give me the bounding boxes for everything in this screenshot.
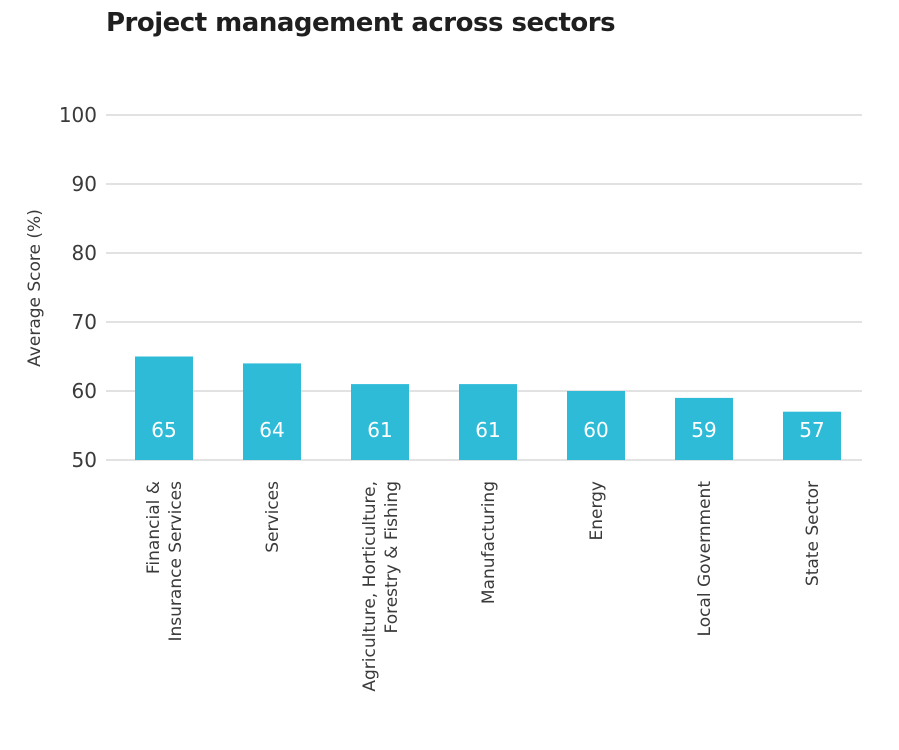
data-label: 61 <box>475 418 500 442</box>
bar <box>135 356 193 460</box>
x-category-label-line: Energy <box>587 481 607 541</box>
y-tick-label: 50 <box>72 448 97 472</box>
x-category-label-line: Financial & <box>144 481 164 574</box>
x-category-label: State Sector <box>803 481 823 586</box>
x-category-label: Agriculture, Horticulture, Forestry & Fis… <box>360 481 402 692</box>
bar <box>351 384 409 460</box>
y-tick-label: 70 <box>72 310 97 334</box>
y-axis-ticks: 50 60 70 80 90 100 <box>59 103 97 472</box>
x-category-label: Manufacturing <box>479 481 499 604</box>
bar <box>567 391 625 460</box>
bar <box>783 411 841 460</box>
x-category-label: Services <box>263 481 283 553</box>
data-label: 65 <box>151 418 176 442</box>
bars <box>135 356 841 460</box>
x-category-label-line: Services <box>263 481 283 553</box>
x-category-label-line: Forestry & Fishing <box>382 481 402 633</box>
x-category-label-line: Agriculture, Horticulture, <box>360 481 380 692</box>
y-tick-label: 90 <box>72 172 97 196</box>
x-category-label-line: Manufacturing <box>479 481 499 604</box>
bar <box>459 384 517 460</box>
bar <box>243 363 301 460</box>
y-tick-label: 80 <box>72 241 97 265</box>
x-category-label: Local Government <box>695 481 715 637</box>
x-category-label: Energy <box>587 481 607 541</box>
x-category-label-line: Insurance Services <box>166 481 186 642</box>
y-tick-label: 60 <box>72 379 97 403</box>
bar <box>675 397 733 460</box>
data-label: 60 <box>583 418 608 442</box>
x-axis-categories: Financial & Insurance Services Services Agr… <box>144 481 823 692</box>
data-label: 59 <box>691 418 716 442</box>
data-label: 64 <box>259 418 284 442</box>
x-category-label: Financial & Insurance Services <box>144 481 186 642</box>
y-tick-label: 100 <box>59 103 97 127</box>
data-label: 57 <box>799 418 824 442</box>
y-axis-title: Average Score (%) <box>25 209 45 367</box>
data-label: 61 <box>367 418 392 442</box>
chart-title: Project management across sectors <box>106 8 616 38</box>
x-category-label-line: Local Government <box>695 481 715 637</box>
x-category-label-line: State Sector <box>803 481 823 586</box>
data-labels: 65 64 61 61 60 59 57 <box>151 418 824 442</box>
